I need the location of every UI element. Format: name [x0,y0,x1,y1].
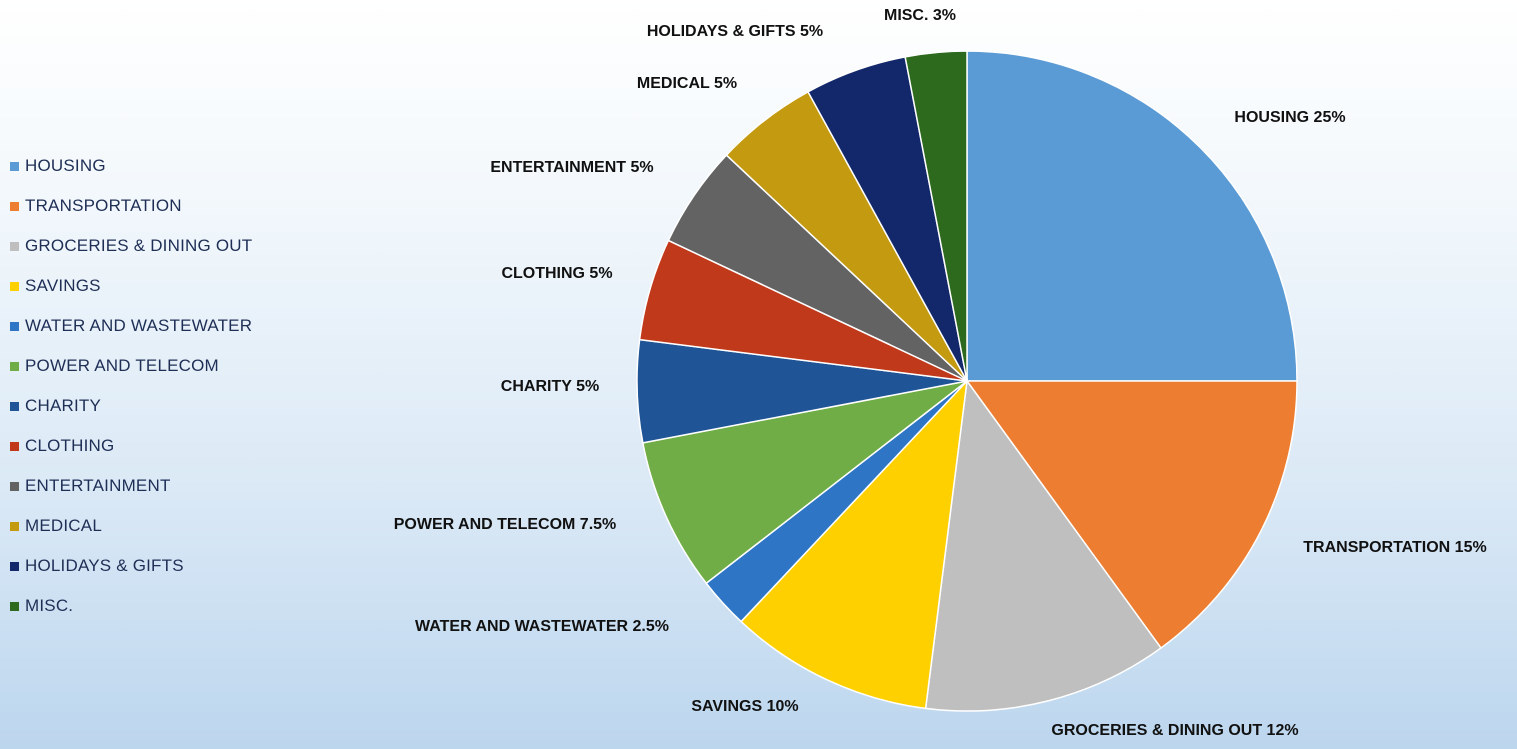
legend-item: MISC. [10,586,252,626]
legend-swatch [10,521,19,531]
legend-swatch [10,601,19,611]
legend-item: TRANSPORTATION [10,186,252,226]
legend-item: WATER AND WASTEWATER [10,306,252,346]
pie-slice [966,50,1298,382]
slice-label: POWER AND TELECOM 7.5% [394,516,617,533]
slice-label: GROCERIES & DINING OUT 12% [1051,722,1298,739]
slice-label: WATER AND WASTEWATER 2.5% [415,618,669,635]
slice-label: HOUSING 25% [1234,109,1345,126]
legend-swatch [10,281,19,291]
pie-slice [904,50,968,382]
slice-label: ENTERTAINMENT 5% [490,159,653,176]
legend-label: MISC. [25,596,74,615]
slice-label: SAVINGS 10% [691,698,798,715]
legend-swatch [10,441,19,451]
legend-label: ENTERTAINMENT [25,476,171,495]
legend-item: HOUSING [10,146,252,186]
slice-label: CHARITY 5% [501,378,599,395]
pie-slice [924,379,1163,712]
pie-slice [641,380,968,585]
chart-legend: HOUSING TRANSPORTATION GROCERIES & DINING … [10,146,252,626]
legend-label: CHARITY [25,396,102,415]
slice-label: MEDICAL 5% [637,75,737,92]
legend-label: TRANSPORTATION [25,196,182,215]
pie-slice [740,378,969,710]
legend-swatch [10,161,19,171]
legend-label: HOLIDAYS & GIFTS [25,556,184,575]
legend-item: CHARITY [10,386,252,426]
legend-label: HOUSING [25,156,106,175]
legend-swatch [10,321,19,331]
legend-item: HOLIDAYS & GIFTS [10,546,252,586]
slice-label: MISC. 3% [884,7,956,24]
legend-item: MEDICAL [10,506,252,546]
legend-swatch [10,561,19,571]
legend-label: WATER AND WASTEWATER [25,316,253,335]
slice-label: HOLIDAYS & GIFTS 5% [647,23,823,40]
legend-swatch [10,401,19,411]
slice-label: CLOTHING 5% [501,265,612,282]
legend-item: GROCERIES & DINING OUT [10,226,252,266]
slice-label: TRANSPORTATION 15% [1303,539,1486,556]
legend-item: SAVINGS [10,266,252,306]
pie-slice [965,380,1298,650]
legend-label: CLOTHING [25,436,115,455]
legend-swatch [10,481,19,491]
legend-swatch [10,201,19,211]
legend-label: POWER AND TELECOM [25,356,219,375]
legend-item: ENTERTAINMENT [10,466,252,506]
legend-swatch [10,241,19,251]
legend-item: POWER AND TELECOM [10,346,252,386]
legend-item: CLOTHING [10,426,252,466]
legend-label: GROCERIES & DINING OUT [25,236,253,255]
legend-label: SAVINGS [25,276,101,295]
legend-label: MEDICAL [25,516,102,535]
legend-swatch [10,361,19,371]
